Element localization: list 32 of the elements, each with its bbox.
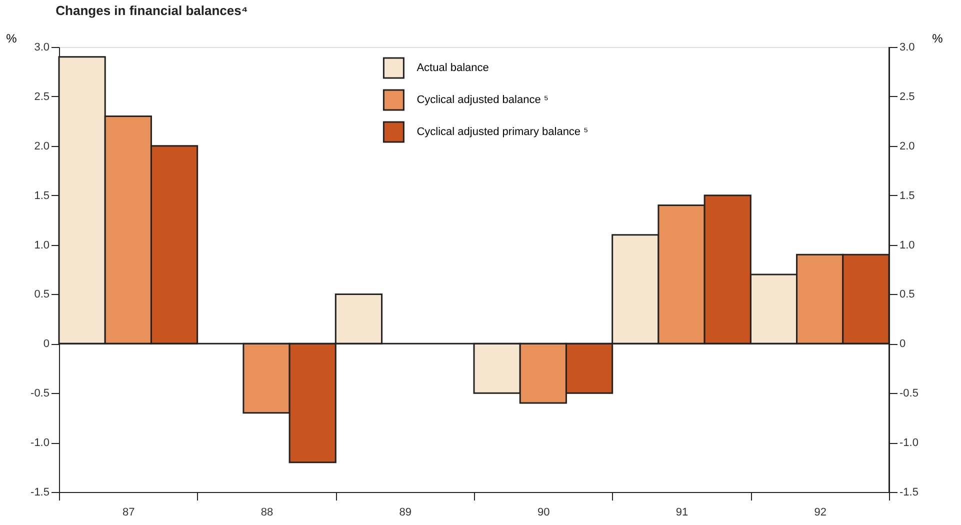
y2-tick-label: 0: [900, 338, 906, 350]
chart-title: Changes in financial balances⁴: [56, 3, 248, 18]
y-tick-label: 2.5: [34, 90, 50, 103]
y2-tick-label: -0.5: [900, 388, 918, 400]
y-tick-label: 2.0: [34, 140, 50, 152]
y-tick-label: -1.5: [30, 486, 50, 498]
y-tick-label: -1.0: [30, 437, 50, 450]
x-tick-label: 87: [122, 506, 135, 518]
x-tick-label: 89: [399, 506, 412, 518]
y2-tick-label: 3.0: [900, 42, 915, 54]
x-tick-label: 92: [814, 506, 826, 518]
y2-tick-label: 0.5: [900, 288, 915, 301]
legend-label: Actual balance: [416, 62, 489, 74]
y-tick-label: 1.0: [34, 239, 50, 252]
x-tick-label: 91: [676, 506, 688, 518]
y2-tick-label: 1.0: [900, 239, 915, 252]
y-tick-label: 0.5: [34, 288, 50, 301]
y-axis-title: %: [6, 32, 18, 46]
y-tick-label: 0: [43, 338, 50, 350]
legend-label: Cyclical adjusted primary balance ⁵: [416, 126, 588, 138]
y2-tick-label: 1.5: [900, 190, 915, 202]
y-tick-label: 1.5: [34, 190, 50, 202]
y2-axis-title: %: [932, 32, 944, 46]
x-tick-label: 90: [538, 506, 550, 518]
x-tick-label: 88: [260, 506, 274, 518]
y-tick-label: -0.5: [30, 388, 50, 400]
y2-tick-label: 2.0: [900, 140, 915, 152]
legend-label: Cyclical adjusted balance ⁵: [416, 94, 548, 106]
y-tick-label: 3.0: [34, 42, 50, 54]
y2-tick-label: -1.5: [900, 486, 918, 498]
y2-tick-label: -1.0: [900, 437, 918, 450]
y2-tick-label: 2.5: [900, 90, 915, 103]
